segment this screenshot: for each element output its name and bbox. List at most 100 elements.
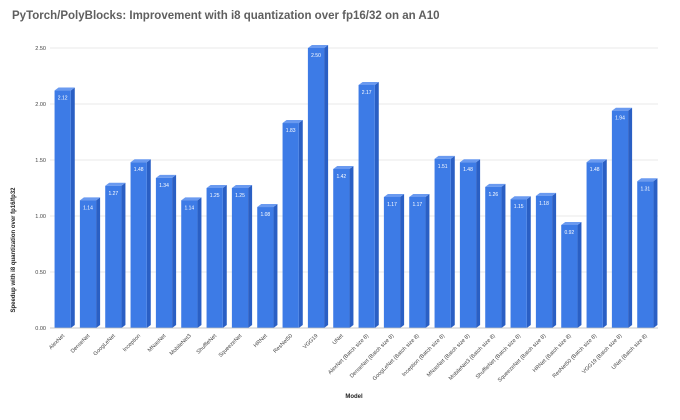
data-label: 1.18: [539, 201, 549, 207]
data-label: 1.83: [286, 128, 296, 134]
bar-top: [510, 196, 531, 200]
bar-top: [383, 193, 405, 197]
bar: [105, 185, 122, 328]
x-tick-label: SqueezeNet (Batch size 8): [497, 333, 548, 384]
data-label: 1.15: [514, 204, 524, 210]
data-label: 2.12: [58, 96, 68, 102]
data-label: 1.31: [640, 186, 650, 192]
y-tick-label: 0.50: [35, 270, 46, 276]
bar: [561, 224, 578, 328]
y-tick-label: 2.50: [35, 46, 46, 52]
x-tick-label: GoogLeNet (Batch size 8): [372, 333, 421, 382]
data-label: 1.26: [488, 192, 498, 198]
x-tick-label: MNasNet (Batch size 8): [426, 333, 471, 378]
bar-side: [324, 45, 329, 328]
x-tick-label: Inception (Batch size 8): [401, 333, 446, 378]
data-label: 1.17: [412, 202, 422, 208]
x-axis-label: Model: [345, 394, 363, 400]
data-label: 1.25: [210, 193, 220, 199]
x-tick-label: HRNet: [253, 333, 269, 349]
x-tick-label: ShuffleNet (Batch size 8): [475, 333, 522, 380]
bar: [459, 162, 477, 328]
y-tick-label: 1.00: [35, 214, 46, 220]
bar-side: [552, 192, 557, 328]
x-tick-label: MobileNet3 (Batch size 8): [448, 333, 497, 382]
data-label: 1.94: [615, 116, 625, 122]
bar-side: [197, 197, 202, 328]
data-label: 1.48: [463, 167, 473, 173]
data-label: 1.48: [590, 167, 600, 173]
bar-top: [611, 107, 633, 111]
x-tick-label: Inception: [122, 333, 142, 353]
data-label: 1.17: [387, 202, 397, 208]
bar-side: [146, 159, 151, 328]
bar: [206, 188, 223, 328]
x-tick-label: MobileNet3: [169, 333, 193, 357]
bar-top: [409, 193, 430, 197]
bar-top: [485, 183, 506, 187]
bar: [485, 186, 502, 328]
bar: [181, 200, 198, 328]
bar-top: [79, 197, 101, 201]
bar-side: [222, 185, 227, 328]
bar: [586, 162, 603, 328]
bar: [257, 207, 274, 328]
data-label: 2.17: [362, 90, 372, 96]
bar-top: [358, 81, 379, 85]
data-label: 1.51: [438, 164, 448, 170]
bar-side: [653, 178, 658, 328]
y-tick-label: 1.50: [35, 158, 46, 164]
bar-side: [577, 221, 582, 328]
bar: [54, 90, 71, 328]
data-label: 1.48: [134, 167, 144, 173]
bar-side: [450, 155, 455, 328]
bar-top: [307, 45, 329, 48]
data-label: 1.08: [260, 212, 270, 218]
bar-side: [248, 185, 253, 328]
bar-top: [257, 204, 278, 208]
bar-side: [476, 159, 481, 328]
bar: [155, 177, 173, 328]
data-label: 1.27: [108, 191, 118, 197]
x-tick-label: MNasNet: [147, 333, 168, 354]
bar-top: [561, 221, 582, 225]
chart-title: PyTorch/PolyBlocks: Improvement with i8 …: [12, 10, 440, 22]
x-tick-label: DenseNet (Batch size 8): [349, 333, 396, 380]
bar: [510, 199, 527, 328]
bar-top: [155, 174, 177, 178]
bar-top: [206, 185, 227, 188]
bar-top: [434, 155, 455, 159]
bar-side: [70, 87, 75, 328]
bar: [637, 181, 654, 328]
x-tick-label: VGG19: [302, 333, 319, 350]
y-tick-label: 2.00: [35, 102, 46, 108]
x-tick-label: DenseNet: [70, 333, 92, 355]
bar-side: [121, 182, 126, 328]
bar: [79, 200, 97, 328]
data-label: 1.34: [159, 183, 169, 189]
bar: [231, 188, 249, 328]
bar: [307, 48, 325, 328]
x-tick-label: ResNet50 (Batch size 8): [552, 333, 599, 380]
data-label: 2.50: [311, 53, 321, 59]
bar-side: [96, 197, 101, 328]
bar-top: [535, 192, 557, 196]
x-tick-label: GoogLeNet: [93, 333, 117, 357]
bar-top: [105, 182, 126, 186]
y-tick-label: 0.00: [35, 326, 46, 332]
bar-side: [298, 120, 303, 328]
bar-side: [374, 81, 379, 329]
bar-side: [526, 196, 531, 328]
bar-top: [231, 185, 253, 188]
bar-top: [54, 87, 75, 91]
bar-side: [628, 107, 633, 328]
bar-top: [459, 159, 481, 163]
bar: [434, 158, 451, 328]
bar: [611, 110, 629, 328]
bar-side: [602, 159, 607, 328]
bar-side: [273, 204, 278, 328]
bar-side: [400, 193, 405, 328]
bar: [535, 195, 553, 328]
bar-top: [130, 159, 151, 163]
